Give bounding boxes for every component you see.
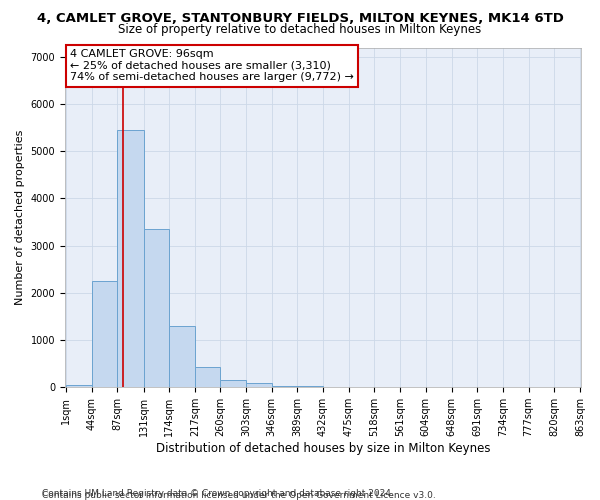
Y-axis label: Number of detached properties: Number of detached properties <box>15 130 25 305</box>
Text: 4 CAMLET GROVE: 96sqm
← 25% of detached houses are smaller (3,310)
74% of semi-d: 4 CAMLET GROVE: 96sqm ← 25% of detached … <box>70 49 354 82</box>
Bar <box>118 130 143 387</box>
Bar <box>143 229 169 387</box>
X-axis label: Distribution of detached houses by size in Milton Keynes: Distribution of detached houses by size … <box>156 442 490 455</box>
Bar <box>246 384 272 387</box>
Bar <box>220 380 246 387</box>
Bar <box>66 385 92 387</box>
Bar <box>92 281 118 387</box>
Text: 4, CAMLET GROVE, STANTONBURY FIELDS, MILTON KEYNES, MK14 6TD: 4, CAMLET GROVE, STANTONBURY FIELDS, MIL… <box>37 12 563 26</box>
Bar <box>272 386 298 387</box>
Bar <box>169 326 195 387</box>
Bar <box>298 386 323 387</box>
Text: Contains HM Land Registry data © Crown copyright and database right 2024.: Contains HM Land Registry data © Crown c… <box>42 488 394 498</box>
Bar <box>195 367 220 387</box>
Text: Contains public sector information licensed under the Open Government Licence v3: Contains public sector information licen… <box>42 491 436 500</box>
Text: Size of property relative to detached houses in Milton Keynes: Size of property relative to detached ho… <box>118 22 482 36</box>
